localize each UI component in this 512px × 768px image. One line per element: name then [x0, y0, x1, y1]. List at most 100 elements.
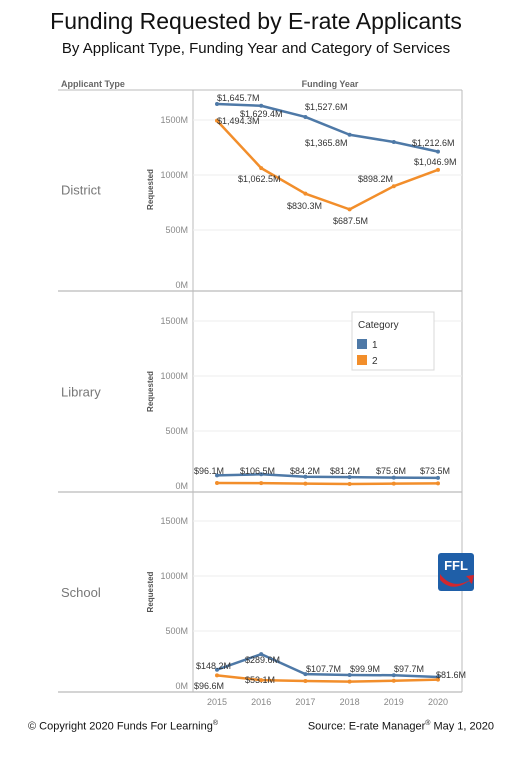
series-2-line — [216, 481, 439, 486]
data-label: $81.6M — [436, 670, 466, 680]
copyright-text: © Copyright 2020 Funds For Learning® — [28, 720, 218, 733]
series-2-line — [216, 119, 439, 211]
data-point — [347, 132, 352, 137]
data-label: $1,365.8M — [305, 138, 348, 148]
data-point — [391, 481, 396, 486]
row-label-school: School — [61, 585, 101, 600]
source-text: Source: E-rate Manager® May 1, 2020 — [308, 720, 494, 733]
chart-title: Funding Requested by E-rate Applicants — [50, 8, 462, 34]
data-label: $687.5M — [333, 216, 368, 226]
y-tick-label: 0M — [175, 280, 188, 290]
data-point — [259, 678, 264, 683]
y-tick-label: 1000M — [160, 371, 188, 381]
ffl-logo-arrow — [440, 574, 474, 587]
legend-item: 1 — [372, 340, 378, 351]
data-point — [391, 678, 396, 683]
source-date: May 1, 2020 — [430, 720, 494, 733]
y-tick-label: 500M — [165, 225, 188, 235]
y-tick-label: 1500M — [160, 316, 188, 326]
data-point — [391, 673, 396, 678]
x-tick-label: 2018 — [340, 697, 360, 707]
data-point — [347, 207, 352, 212]
data-label: $106.5M — [240, 466, 275, 476]
data-point — [215, 481, 219, 486]
data-point — [259, 166, 264, 171]
data-point — [303, 481, 308, 486]
y-tick-label: 0M — [175, 481, 188, 491]
data-point — [347, 679, 352, 684]
data-point — [391, 184, 396, 189]
data-point — [391, 140, 396, 144]
data-point — [215, 101, 219, 106]
chart-subtitle: By Applicant Type, Funding Year and Cate… — [61, 40, 451, 57]
data-point — [303, 672, 308, 677]
data-label: $96.1M — [194, 466, 224, 476]
series-2-line — [216, 674, 439, 683]
data-point — [436, 677, 440, 682]
data-point — [391, 475, 396, 480]
data-point — [215, 667, 219, 672]
data-label: $1,527.6M — [305, 102, 348, 112]
data-point — [215, 673, 219, 678]
data-point — [347, 475, 352, 480]
legend-title: Category — [358, 320, 399, 331]
legend-swatch — [357, 339, 367, 349]
data-point — [436, 149, 440, 154]
data-point — [436, 481, 440, 486]
data-label: $1,062.5M — [238, 174, 281, 184]
registered-mark: ® — [212, 720, 218, 727]
x-tick-label: 2017 — [295, 697, 315, 707]
data-label: $148.2M — [196, 661, 231, 671]
x-tick-label: 2020 — [428, 697, 448, 707]
data-label: $81.2M — [330, 466, 360, 476]
data-point — [436, 475, 440, 480]
data-point — [436, 167, 440, 172]
data-point — [259, 481, 264, 486]
data-label: $1,645.7M — [217, 93, 260, 103]
data-label: $289.6M — [245, 655, 280, 665]
y-axis-label: Requested — [146, 571, 155, 612]
data-label: $53.1M — [245, 675, 275, 685]
data-label: $99.9M — [350, 664, 380, 674]
y-tick-label: 1000M — [160, 571, 188, 581]
data-point — [259, 472, 264, 477]
data-label: $107.7M — [306, 664, 341, 674]
data-label: $1,629.4M — [240, 109, 283, 119]
source-prefix: Source: E-rate Manager — [307, 720, 426, 733]
legend-swatch — [357, 355, 367, 365]
data-point — [347, 673, 352, 678]
data-label: $1,494.3M — [217, 116, 260, 126]
registered-mark: ® — [425, 720, 431, 727]
row-label-library: Library — [61, 385, 101, 400]
data-point — [303, 679, 308, 684]
data-point — [347, 482, 352, 487]
y-tick-label: 1500M — [160, 516, 188, 526]
series-1-line — [216, 102, 439, 153]
y-tick-label: 1000M — [160, 170, 188, 180]
data-point — [303, 114, 308, 119]
data-label: $84.2M — [290, 466, 320, 476]
series-1-line — [216, 652, 439, 679]
data-point — [303, 191, 308, 196]
y-axis-label: Requested — [146, 169, 155, 210]
y-axis-label: Requested — [146, 371, 155, 412]
data-label: $73.5M — [420, 466, 450, 476]
y-tick-label: 500M — [165, 426, 188, 436]
data-label: $96.6M — [194, 681, 224, 691]
y-tick-label: 0M — [175, 681, 188, 691]
y-tick-label: 1500M — [160, 115, 188, 125]
applicant-type-header: Applicant Type — [61, 79, 125, 89]
data-point — [259, 103, 264, 108]
x-tick-label: 2019 — [384, 697, 404, 707]
data-label: $898.2M — [358, 174, 393, 184]
data-label: $1,212.6M — [412, 138, 455, 148]
data-point — [303, 474, 308, 479]
series-1-line — [216, 473, 439, 480]
data-point — [215, 118, 219, 123]
data-label: $75.6M — [376, 466, 406, 476]
copyright-label: © Copyright 2020 Funds For Learning — [28, 720, 213, 733]
data-label: $830.3M — [287, 201, 322, 211]
data-point — [259, 652, 264, 657]
ffl-logo-text: FFL — [444, 558, 468, 573]
